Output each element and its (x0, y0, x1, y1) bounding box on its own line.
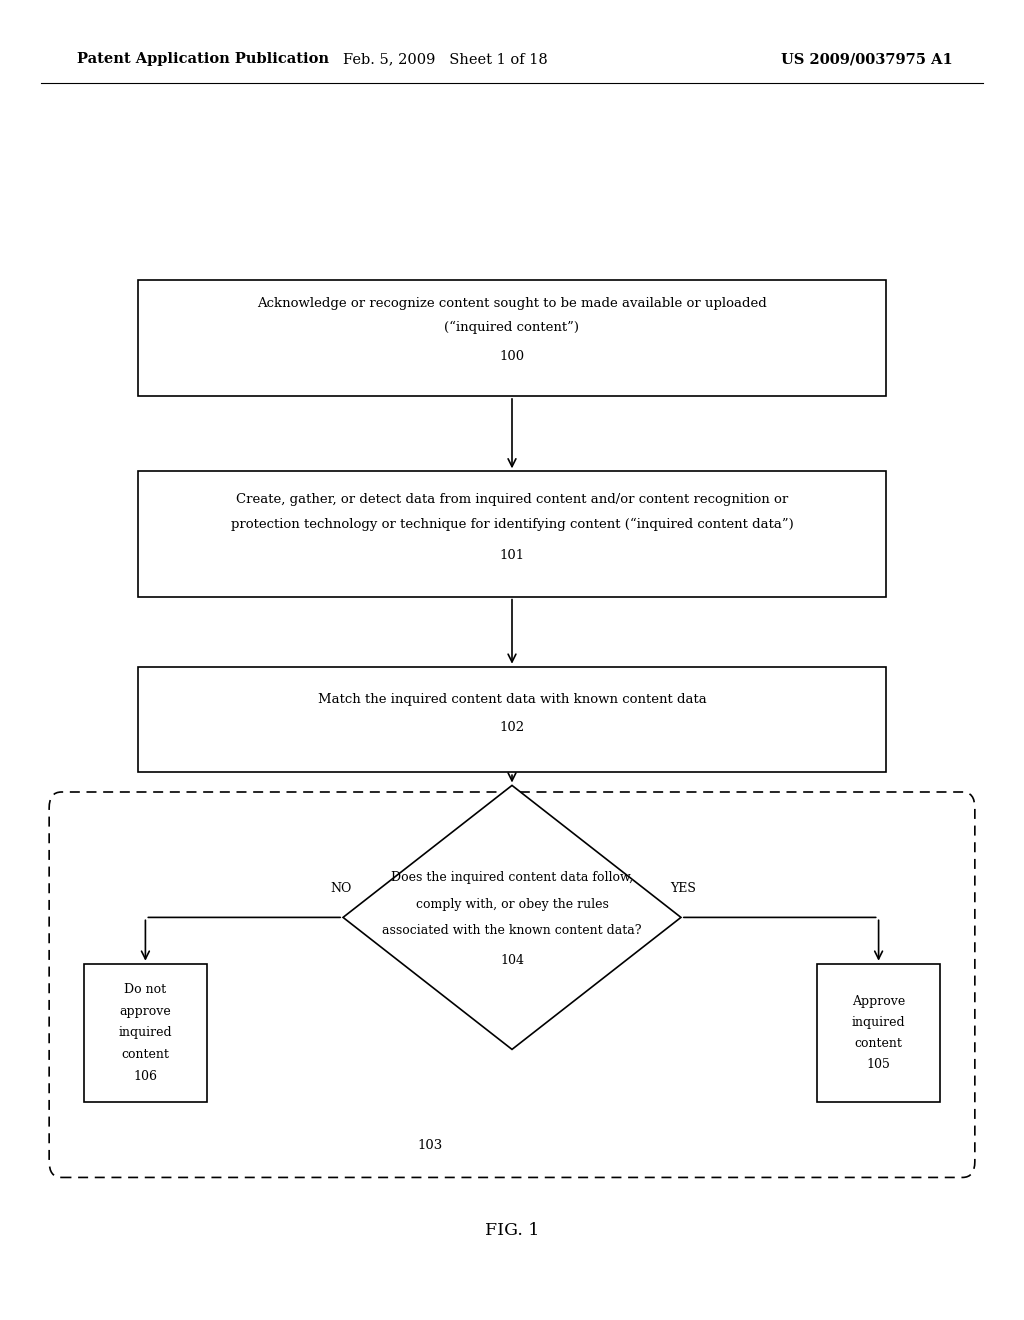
Text: NO: NO (331, 882, 351, 895)
Text: 103: 103 (418, 1139, 442, 1152)
Text: Feb. 5, 2009   Sheet 1 of 18: Feb. 5, 2009 Sheet 1 of 18 (343, 53, 548, 66)
Text: content: content (122, 1048, 169, 1060)
FancyBboxPatch shape (49, 792, 975, 1177)
Text: FIG. 1: FIG. 1 (484, 1222, 540, 1238)
Text: Approve: Approve (852, 995, 905, 1007)
Text: 105: 105 (866, 1059, 891, 1071)
Text: inquired: inquired (119, 1027, 172, 1039)
Text: comply with, or obey the rules: comply with, or obey the rules (416, 898, 608, 911)
Text: Create, gather, or detect data from inquired content and/or content recognition : Create, gather, or detect data from inqu… (236, 494, 788, 506)
Text: 102: 102 (500, 721, 524, 734)
Text: 106: 106 (133, 1071, 158, 1082)
Text: 104: 104 (500, 954, 524, 968)
Text: (“inquired content”): (“inquired content”) (444, 321, 580, 334)
Bar (817, 964, 940, 1102)
Bar (84, 964, 207, 1102)
Bar (138, 667, 886, 772)
Text: Patent Application Publication: Patent Application Publication (77, 53, 329, 66)
Bar (138, 471, 886, 597)
Text: US 2009/0037975 A1: US 2009/0037975 A1 (780, 53, 952, 66)
Text: 100: 100 (500, 350, 524, 363)
Text: inquired: inquired (852, 1016, 905, 1028)
Text: Does the inquired content data follow,: Does the inquired content data follow, (391, 871, 633, 884)
Text: Match the inquired content data with known content data: Match the inquired content data with kno… (317, 693, 707, 706)
Text: YES: YES (670, 882, 696, 895)
Text: 101: 101 (500, 549, 524, 561)
Text: approve: approve (120, 1006, 171, 1018)
Text: protection technology or technique for identifying content (“inquired content da: protection technology or technique for i… (230, 517, 794, 532)
Text: associated with the known content data?: associated with the known content data? (382, 924, 642, 937)
Polygon shape (343, 785, 681, 1049)
Text: Do not: Do not (124, 983, 167, 995)
Text: content: content (855, 1038, 902, 1049)
Text: Acknowledge or recognize content sought to be made available or uploaded: Acknowledge or recognize content sought … (257, 297, 767, 310)
Bar (138, 280, 886, 396)
